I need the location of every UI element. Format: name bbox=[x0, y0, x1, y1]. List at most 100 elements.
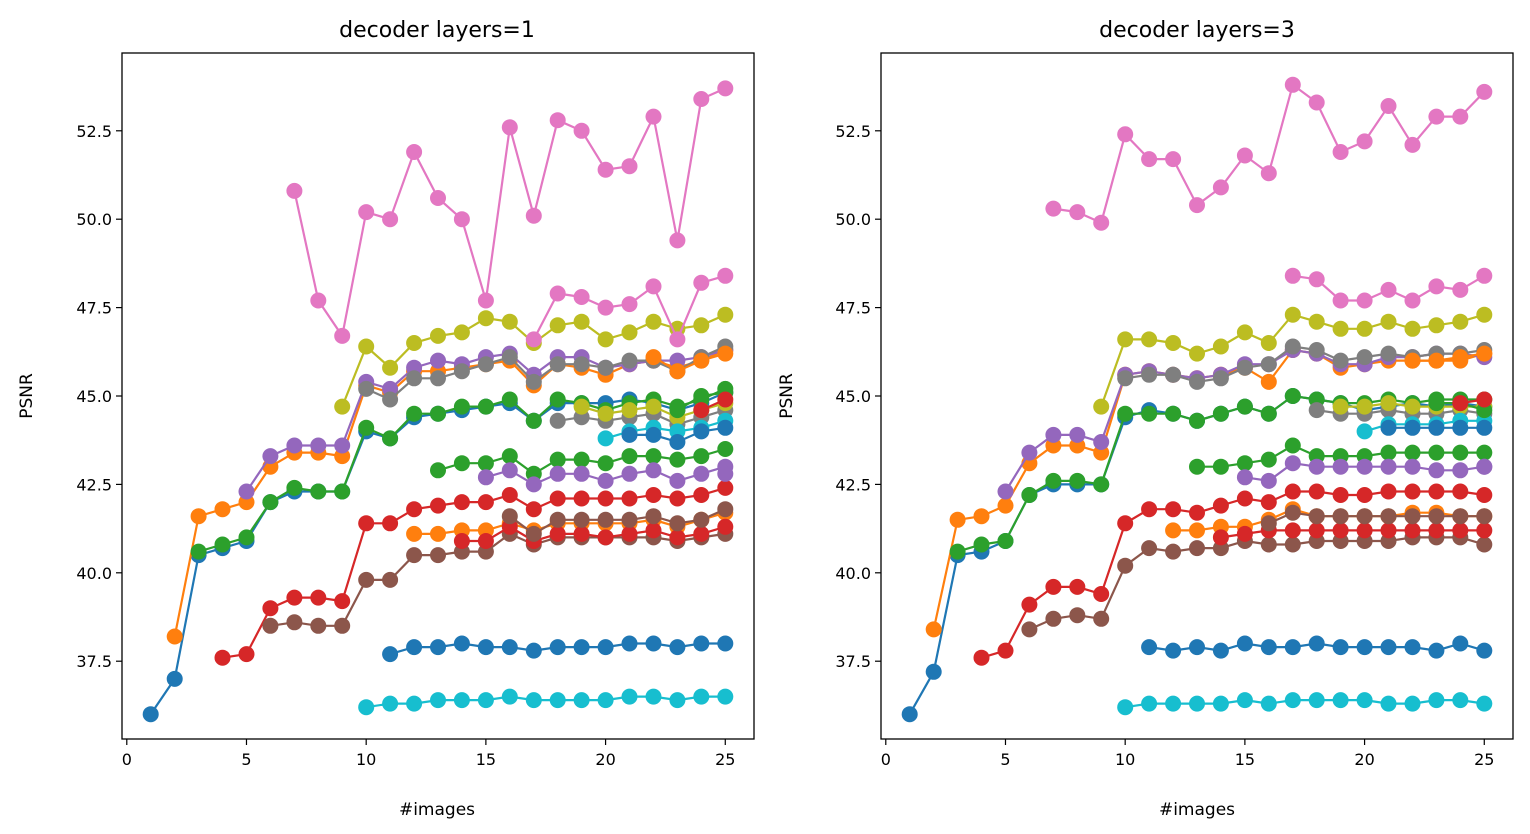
subplot-decoder-layers-3: decoder layers=3 PSNR #images 0 5 10 15 20 25… bbox=[777, 18, 1514, 820]
data-point bbox=[1404, 292, 1421, 309]
data-point bbox=[1308, 635, 1325, 652]
data-point bbox=[1452, 508, 1469, 525]
data-point bbox=[501, 448, 518, 465]
data-point bbox=[1308, 458, 1325, 475]
data-point bbox=[1404, 419, 1421, 436]
data-point bbox=[1212, 370, 1229, 387]
data-point bbox=[1189, 540, 1205, 557]
data-point bbox=[549, 639, 566, 656]
y-tick-label: 50.0 bbox=[76, 210, 112, 229]
data-point bbox=[262, 448, 279, 465]
y-tick-label: 40.0 bbox=[76, 564, 112, 583]
data-point bbox=[717, 267, 734, 284]
data-point bbox=[693, 423, 710, 440]
data-point bbox=[549, 391, 566, 408]
data-point bbox=[549, 490, 566, 507]
data-point bbox=[1212, 642, 1229, 659]
data-point bbox=[901, 706, 918, 723]
x-tick-label: 25 bbox=[715, 750, 735, 769]
data-point bbox=[1452, 444, 1469, 461]
series-23 bbox=[1452, 391, 1493, 412]
data-point bbox=[430, 190, 446, 206]
data-point bbox=[286, 614, 303, 631]
data-point bbox=[1236, 469, 1253, 486]
data-point bbox=[1093, 586, 1110, 602]
data-point bbox=[1189, 373, 1205, 390]
data-point bbox=[669, 490, 686, 507]
data-point bbox=[1284, 504, 1301, 521]
data-point bbox=[973, 536, 990, 553]
data-point bbox=[406, 639, 423, 656]
data-point bbox=[597, 511, 614, 528]
data-point bbox=[1212, 405, 1229, 422]
data-point bbox=[1356, 692, 1373, 709]
data-point bbox=[430, 639, 446, 656]
data-point bbox=[1117, 331, 1134, 348]
data-point bbox=[549, 112, 566, 129]
series-line bbox=[1412, 352, 1485, 362]
data-point bbox=[573, 451, 590, 468]
data-point bbox=[310, 437, 327, 454]
data-point bbox=[1045, 578, 1062, 595]
data-point bbox=[1236, 324, 1253, 341]
data-point bbox=[453, 494, 470, 511]
data-point bbox=[1236, 455, 1253, 472]
data-point bbox=[1404, 320, 1421, 337]
data-point bbox=[597, 490, 614, 507]
data-point bbox=[238, 646, 255, 663]
series-10 bbox=[1141, 635, 1493, 659]
data-point bbox=[669, 472, 686, 489]
data-point bbox=[717, 501, 734, 518]
y-tick-label: 37.5 bbox=[835, 652, 871, 671]
data-point bbox=[1452, 483, 1469, 500]
y-tick-label: 50.0 bbox=[835, 210, 871, 229]
data-point bbox=[1380, 639, 1397, 656]
data-point bbox=[573, 313, 590, 330]
data-point bbox=[1356, 133, 1373, 150]
x-axis-label: #images bbox=[1159, 800, 1235, 820]
data-point bbox=[1476, 83, 1493, 100]
data-point bbox=[1236, 359, 1253, 376]
data-point bbox=[1093, 610, 1110, 627]
data-point bbox=[1260, 405, 1277, 422]
data-point bbox=[1212, 497, 1229, 514]
data-point bbox=[1284, 388, 1301, 404]
data-point bbox=[597, 639, 614, 656]
series-20 bbox=[621, 419, 734, 450]
data-point bbox=[597, 405, 614, 422]
data-point bbox=[549, 451, 566, 468]
data-point bbox=[1021, 596, 1038, 613]
data-point bbox=[1428, 419, 1445, 436]
data-point bbox=[1356, 508, 1373, 525]
data-point bbox=[717, 465, 734, 482]
data-point bbox=[1141, 501, 1158, 518]
data-point bbox=[669, 529, 686, 546]
data-point bbox=[453, 635, 470, 652]
data-point bbox=[406, 501, 423, 518]
series-line bbox=[270, 532, 726, 627]
data-point bbox=[1428, 352, 1445, 369]
subplot-decoder-layers-1: decoder layers=1 PSNR #images 0 5 10 15 20 25… bbox=[17, 18, 755, 820]
data-point bbox=[1428, 462, 1445, 479]
data-point bbox=[1332, 692, 1349, 709]
data-point bbox=[1404, 458, 1421, 475]
data-point bbox=[645, 426, 662, 443]
data-point bbox=[501, 391, 518, 408]
data-point bbox=[997, 497, 1014, 514]
plot-area: 0 5 10 15 20 25 37.5 40.0 42.5 45.0 47.5 50.0 52.5 bbox=[76, 52, 755, 769]
data-point bbox=[645, 108, 662, 125]
data-point bbox=[1284, 338, 1301, 355]
data-point bbox=[1332, 639, 1349, 656]
data-point bbox=[1404, 352, 1421, 369]
series-line bbox=[1268, 511, 1485, 525]
series-line bbox=[366, 695, 726, 709]
data-point bbox=[1165, 642, 1182, 659]
data-point bbox=[477, 692, 494, 709]
data-point bbox=[190, 543, 207, 560]
data-point bbox=[1165, 405, 1182, 422]
data-point bbox=[1356, 487, 1373, 503]
data-point bbox=[1452, 462, 1469, 479]
data-point bbox=[406, 525, 423, 542]
data-point bbox=[1260, 536, 1277, 553]
data-point bbox=[430, 525, 446, 542]
